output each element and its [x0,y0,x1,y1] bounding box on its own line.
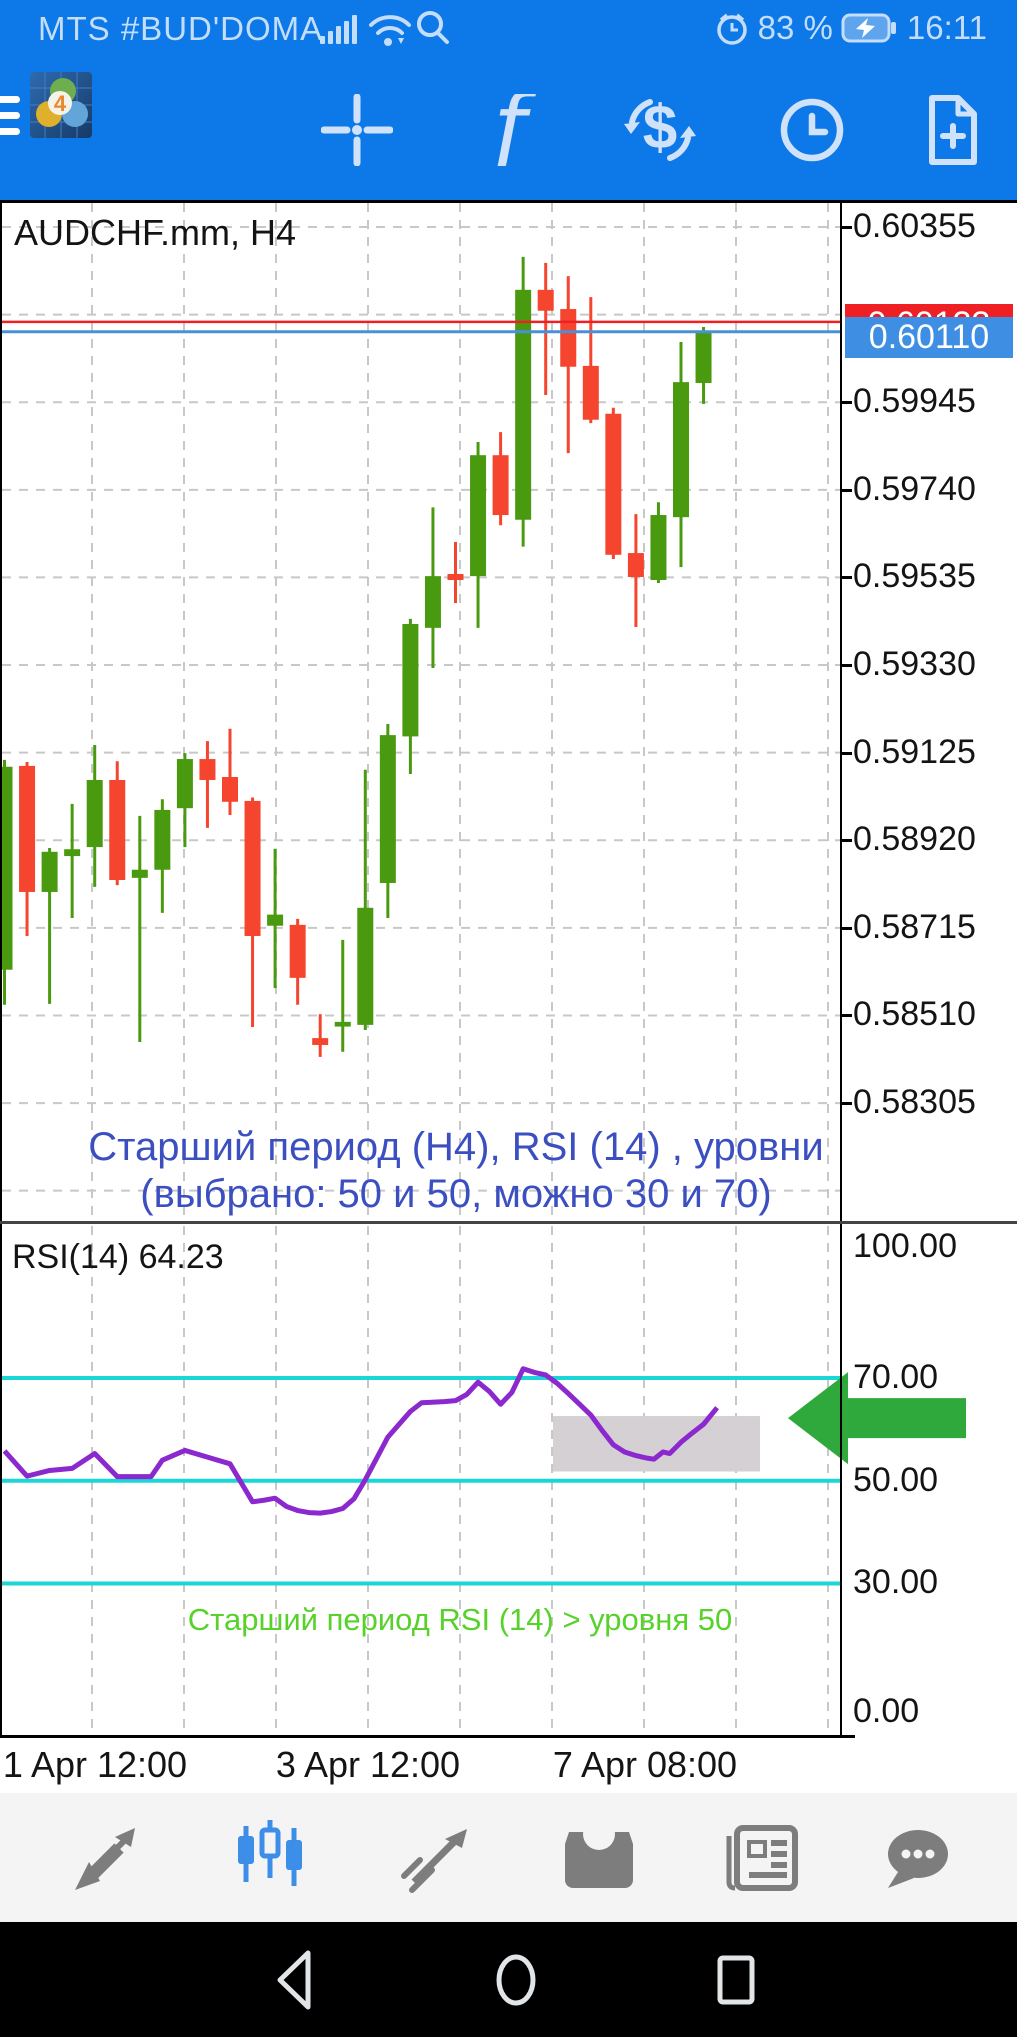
price-tick-label: 0.60355 [853,207,976,245]
price-tick [841,1014,852,1018]
android-nav-bar [0,1922,1017,2037]
status-bar: MTS #BUD'DOMA [0,0,1017,56]
highlight-arrow-icon [788,1372,966,1465]
top-bar: MTS #BUD'DOMA [0,0,1017,200]
price-tick [841,488,852,492]
new-chart-icon[interactable] [916,94,988,166]
price-chart[interactable] [0,200,1017,1222]
bid-price-badge: 0.60110 [845,317,1013,358]
price-tick-label: 0.58920 [853,820,976,859]
rsi-indicator-label: RSI(14) 64.23 [12,1238,224,1276]
wifi-icon [369,15,411,46]
history-clock-icon[interactable] [776,94,848,166]
quotes-tab[interactable] [45,1793,165,1922]
rsi-tick-label: 100.00 [853,1227,957,1265]
time-tick-label: 7 Apr 08:00 [552,1744,738,1785]
rsi-axis: 100.00 70.00 50.00 30.00 0.00 [841,0,1017,1735]
price-axis-line [840,200,842,1737]
price-tick-label: 0.58305 [853,1083,976,1122]
chart-bottom-border [0,1735,855,1738]
charts-tab[interactable] [210,1793,330,1922]
price-axis: 0.60355 0.59945 0.59740 0.59535 0.59330 0.591… [841,0,1017,1222]
time-tick-label: 3 Apr 12:00 [275,1744,461,1785]
back-icon[interactable] [236,1922,356,2037]
rsi-tick-label: 70.00 [853,1358,939,1397]
ask-price-badge: 0.60133 [845,304,1013,317]
crosshair-icon[interactable] [321,94,393,166]
indicators-icon[interactable]: ƒ [474,94,546,166]
clock-label: 16:11 [906,9,987,46]
rsi-chart[interactable] [0,1222,1017,1735]
price-tick-label: 0.58510 [853,995,976,1034]
rsi-tick-label: 30.00 [853,1563,939,1602]
svg-text:ƒ: ƒ [479,94,537,166]
time-axis: 1 Apr 12:00 3 Apr 12:00 7 Apr 08:00 [0,1744,1017,1792]
symbol-label: AUDCHF.mm, H4 [14,212,297,253]
home-icon[interactable] [456,1922,576,2037]
price-tick [841,751,852,755]
news-tab[interactable] [705,1793,825,1922]
chart-annotation-line2: (выбрано: 50 и 50, можно 30 и 70) [140,1172,772,1216]
trade-tab[interactable] [374,1793,494,1922]
svg-text:4: 4 [54,91,67,116]
price-tick [841,576,852,580]
price-tick [841,226,852,229]
search-icon [417,11,449,44]
price-tick-label: 0.59945 [853,382,976,421]
chart-left-border [0,200,2,1737]
rsi-annotation: Старший период RSI (14) > уровня 50 [187,1602,733,1637]
time-tick-label: 1 Apr 12:00 [2,1744,188,1785]
battery-charging-icon [841,13,896,43]
rsi-tick-label: 50.00 [853,1460,939,1499]
price-tick-label: 0.59535 [853,557,976,596]
price-tick [841,926,852,930]
recents-icon[interactable] [676,1922,796,2037]
menu-icon[interactable] [0,96,20,150]
alarm-icon [716,13,747,45]
bottom-toolbar [0,1793,1017,1922]
price-tick-label: 0.59330 [853,645,976,684]
panel-divider [0,1221,1017,1224]
metatrader-logo[interactable]: 4 [30,72,92,138]
price-tick-label: 0.59125 [853,732,976,771]
rsi-tick-label: 0.00 [853,1692,920,1730]
chart-annotation-line1: Старший период (H4), RSI (14) , уровни [88,1125,824,1169]
status-right-cluster: 83 % 16:11 [714,0,987,56]
price-tick-label: 0.59740 [853,469,976,508]
messages-tab[interactable] [856,1793,976,1922]
chart-top-border [0,200,1017,203]
trade-dollar-icon[interactable]: $ [624,94,696,166]
mailbox-tab[interactable] [539,1793,659,1922]
price-tick [841,401,852,405]
price-tick-label: 0.58715 [853,907,976,946]
price-tick [841,1102,852,1106]
chart-annotation: Старший период (H4), RSI (14) , уровни (… [0,1124,912,1218]
price-tick [841,664,852,668]
signal-strength-icon [320,15,357,44]
price-tick [841,839,852,843]
battery-percent-label: 83 % [757,9,833,46]
carrier-label: MTS #BUD'DOMA [38,10,324,47]
